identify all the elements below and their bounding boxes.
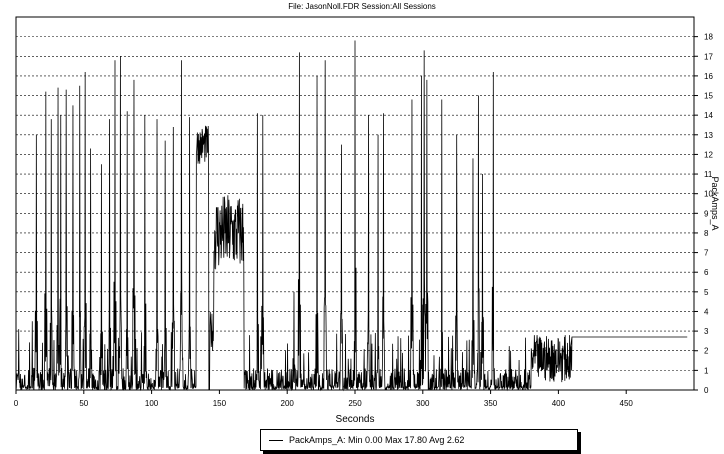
y-tick-label: 16 [704, 72, 713, 81]
y-tick-label: 8 [704, 229, 709, 238]
legend-label: PackAmps_A: Min 0.00 Max 17.80 Avg 2.62 [289, 435, 465, 445]
y-tick-label: 7 [704, 249, 709, 258]
x-tick-label: 0 [14, 399, 19, 408]
y-tick-label: 17 [704, 52, 713, 61]
y-tick-label: 6 [704, 268, 709, 277]
y-tick-label: 13 [704, 131, 713, 140]
x-tick-label: 300 [416, 399, 430, 408]
x-tick-label: 150 [213, 399, 227, 408]
y-tick-label: 4 [704, 307, 709, 316]
x-tick-label: 400 [552, 399, 566, 408]
y-tick-label: 9 [704, 209, 709, 218]
x-tick-label: 50 [79, 399, 88, 408]
y-tick-label: 5 [704, 288, 709, 297]
y-tick-label: 3 [704, 327, 709, 336]
y-tick-label: 14 [704, 111, 713, 120]
y-tick-label: 0 [704, 386, 709, 395]
y-tick-label: 10 [704, 190, 713, 199]
x-axis-label: Seconds [336, 414, 375, 425]
y-tick-label: 2 [704, 347, 709, 356]
y-tick-label: 1 [704, 366, 709, 375]
y-tick-label: 15 [704, 92, 713, 101]
x-tick-label: 250 [348, 399, 362, 408]
x-tick-label: 100 [145, 399, 159, 408]
chart-title: File: JasonNoll.FDR Session:All Sessions [288, 2, 436, 11]
series-line-packamps-a [15, 40, 688, 392]
legend-line-swatch [269, 439, 283, 441]
x-tick-label: 200 [281, 399, 295, 408]
y-tick-label: 18 [704, 33, 713, 42]
y-axis-label: PackAmps_A [710, 176, 720, 230]
y-tick-label: 11 [704, 170, 713, 179]
chart-legend: PackAmps_A: Min 0.00 Max 17.80 Avg 2.62 [260, 429, 578, 451]
y-tick-label: 12 [704, 150, 713, 159]
x-tick-label: 450 [620, 399, 634, 408]
x-tick-label: 350 [484, 399, 498, 408]
